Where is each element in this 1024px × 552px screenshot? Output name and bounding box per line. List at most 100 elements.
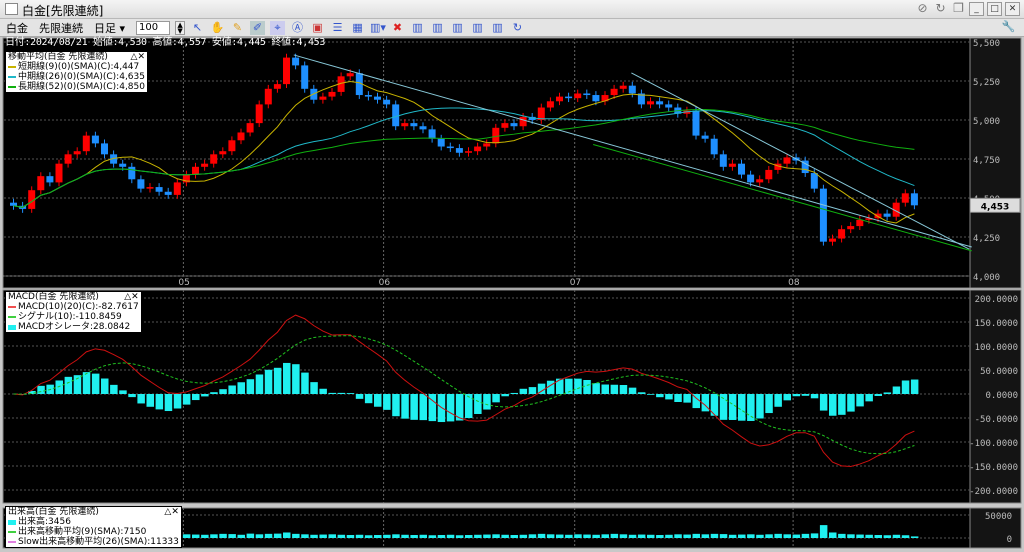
select-icon[interactable]: ↖ — [192, 20, 203, 34]
macd-osc-bar — [792, 394, 801, 397]
macd-osc-bar — [164, 394, 173, 412]
long-ma-label: 長期線(52)(0)(SMA)(C):4,850 — [18, 82, 145, 92]
bar2-icon[interactable]: ▥ — [432, 20, 443, 34]
candle-up — [210, 154, 218, 164]
volume-legend[interactable]: 出来高(白金 先限連続) △✕ 出来高:3456 出来高移動平均(9)(SMA):… — [5, 506, 182, 548]
macd-osc-bar — [264, 369, 273, 394]
candle-up — [847, 226, 855, 230]
price-legend[interactable]: 移動平均(白金 先限連続) △✕ 短期線(9)(0)(SMA)(C):4,447 … — [5, 51, 148, 93]
legend-collapse-icon[interactable]: △✕ — [164, 507, 179, 517]
crosshair-icon[interactable]: ⌖ — [270, 20, 286, 35]
minimize-button[interactable]: _ — [969, 2, 984, 16]
macd-osc-bar — [674, 394, 682, 403]
candle-down — [128, 166, 136, 180]
macd-osc-bar — [392, 394, 400, 417]
auto-icon[interactable]: Ⓐ — [292, 20, 304, 34]
macd-osc-bar — [64, 376, 73, 394]
candle-down — [383, 99, 391, 105]
bar4-icon[interactable]: ▥ — [472, 20, 483, 34]
settings-wrench-icon[interactable]: 🔧 — [1001, 20, 1016, 33]
macd-osc-bar — [228, 385, 236, 394]
volume-bar — [556, 534, 564, 538]
legend-collapse-icon[interactable]: △✕ — [130, 52, 145, 62]
chart-icon[interactable]: ▣ — [312, 20, 323, 34]
delete-icon[interactable]: ✖ — [392, 20, 403, 34]
candle-down — [164, 191, 172, 195]
axis-column — [969, 289, 1022, 504]
volume-bar — [228, 534, 236, 538]
volume-bar — [301, 534, 309, 538]
macd-osc-bar — [219, 389, 227, 394]
macd-osc-bar — [701, 394, 710, 412]
macd-osc-bar — [765, 394, 773, 414]
macd-osc-bar — [255, 374, 264, 394]
candle-up — [865, 218, 873, 220]
maximize-button[interactable]: □ — [987, 2, 1002, 16]
volume-bar — [747, 534, 755, 538]
candle-down — [637, 93, 645, 105]
volume-bar — [738, 534, 746, 538]
hand-icon[interactable]: ✋ — [210, 20, 225, 34]
legend-collapse-icon[interactable]: △✕ — [124, 292, 139, 302]
grid-h-icon[interactable]: ☰ — [332, 20, 343, 34]
volume-bar — [856, 534, 864, 538]
bar-chart-icon[interactable]: ▥▾ — [370, 20, 386, 34]
macd-label: MACD(10)(20)(C):-82.7617 — [18, 302, 139, 312]
contract-menu[interactable]: 先限連続 — [39, 21, 83, 35]
candle-up — [756, 179, 764, 183]
macd-legend[interactable]: MACD(白金 先限連続) △✕ MACD(10)(20)(C):-82.7617… — [5, 291, 142, 333]
volume-bar — [774, 533, 782, 538]
candle-up — [647, 101, 654, 105]
chart-area[interactable]: 5,5005,2505,0004,7504,5004,2504,000200.0… — [0, 37, 1024, 552]
volume-bar — [255, 534, 264, 538]
volume-bar — [674, 534, 682, 538]
macd-osc-bar — [738, 394, 746, 421]
candle-up — [892, 202, 900, 217]
close-button[interactable]: ✕ — [1005, 2, 1020, 16]
macd-osc-bar — [874, 394, 882, 396]
candle-up — [619, 85, 627, 89]
toolbar: 白金 先限連続 日足 ▾ 100 ▲ ▼ ↖ ✋ ✎ ✐ ⌖ Ⓐ ▣ ☰ ▦ ▥▾… — [0, 19, 1024, 37]
candle-up — [55, 163, 63, 183]
bar-count-input[interactable]: 100 — [136, 20, 171, 35]
candle-up — [519, 116, 527, 127]
chart-app-icon — [5, 3, 18, 15]
price-tick: 4,250 — [973, 234, 1000, 244]
macd-tick: 150.0000 — [975, 319, 1018, 329]
bar3-icon[interactable]: ▥ — [452, 20, 463, 34]
draw-icon[interactable]: ✐ — [250, 20, 266, 35]
bar5-icon[interactable]: ▥ — [492, 20, 503, 34]
volume-bar — [865, 534, 873, 538]
volume-ma-swatch — [8, 531, 16, 533]
macd-tick: 100.0000 — [975, 343, 1018, 353]
grid-icon[interactable]: ▦ — [352, 20, 363, 34]
volume-bar — [583, 534, 591, 538]
macd-osc-bar — [665, 394, 673, 400]
volume-bar — [219, 533, 227, 538]
candle-up — [64, 154, 72, 164]
macd-osc-bar — [838, 394, 846, 415]
volume-bar — [237, 534, 245, 538]
macd-osc-bar — [55, 380, 63, 394]
reload-icon[interactable]: ↻ — [512, 20, 523, 34]
symbol-menu[interactable]: 白金 — [6, 21, 28, 35]
link-icon[interactable]: ⊘ — [917, 1, 928, 15]
candle-up — [73, 151, 81, 155]
volume-bar — [401, 534, 409, 538]
bar1-icon[interactable]: ▥ — [412, 20, 423, 34]
period-dropdown[interactable]: 日足 ▾ — [94, 21, 126, 35]
macd-osc-bar — [128, 394, 136, 398]
volume-bar — [492, 534, 500, 538]
volume-bar — [192, 534, 200, 538]
macd-osc-bar — [455, 394, 464, 421]
volume-bar — [910, 536, 919, 538]
volume-bar — [883, 535, 892, 538]
pencil-icon[interactable]: ✎ — [232, 20, 243, 34]
refresh-icon[interactable]: ↻ — [935, 1, 946, 15]
macd-osc-bar — [710, 394, 719, 416]
candle-down — [583, 93, 591, 96]
macd-osc-bar — [428, 394, 437, 422]
bar-count-spinner[interactable]: ▲ ▼ — [175, 20, 186, 35]
candle-up — [255, 104, 263, 124]
copy-icon[interactable]: ❐ — [953, 1, 964, 15]
